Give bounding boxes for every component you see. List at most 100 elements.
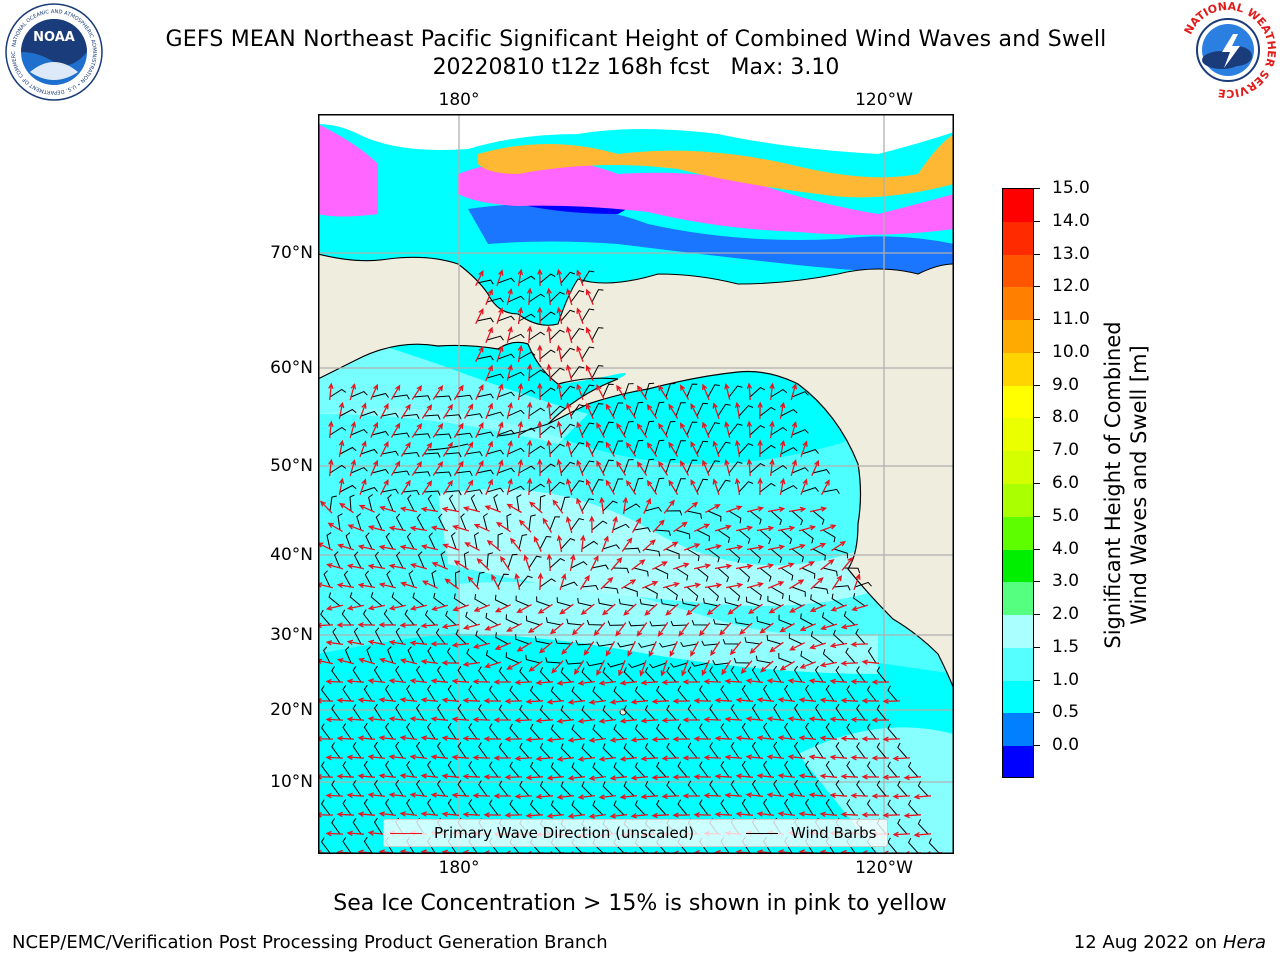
wave-direction-arrow [338, 439, 345, 458]
colorbar-segment [1003, 418, 1033, 452]
wave-direction-arrow [651, 774, 670, 781]
wind-barb [800, 613, 814, 626]
wave-direction-arrow [757, 477, 763, 496]
wave-direction-arrow [622, 496, 629, 515]
lon-label-bottom-180: 180° [438, 858, 480, 878]
wave-direction-arrow [367, 754, 386, 760]
wave-direction-arrow [514, 793, 533, 800]
wave-direction-arrow [496, 269, 504, 287]
wave-direction-arrow [800, 478, 808, 496]
wave-direction-arrow [411, 384, 423, 400]
wind-barb [356, 513, 362, 531]
wave-direction-arrow [714, 735, 733, 742]
wind-barb [822, 567, 838, 577]
wave-direction-arrow [388, 792, 407, 798]
wind-barb [814, 779, 824, 797]
wind-barb-legend-label: Wind Barbs [791, 824, 877, 842]
wave-direction-arrow [399, 773, 418, 779]
wave-direction-arrow [631, 559, 646, 571]
wave-direction-arrow [661, 717, 680, 724]
wind-barb [666, 704, 677, 721]
wind-barb [447, 722, 457, 740]
wind-barb [353, 551, 362, 569]
wind-barb [434, 471, 452, 477]
coastline-alaska [547, 370, 954, 690]
wave-direction-arrow [546, 439, 552, 458]
wave-direction-arrow [357, 811, 376, 817]
wave-direction-arrow [526, 287, 533, 306]
wave-direction-arrow [537, 268, 543, 287]
colorbar-tick-label: 0.5 [1052, 702, 1080, 723]
wave-direction-arrow [683, 582, 702, 589]
wind-barb [887, 799, 898, 816]
wind-barb [623, 383, 634, 398]
wind-barb [571, 762, 583, 778]
wind-barb [720, 799, 730, 816]
wind-barb [887, 685, 898, 702]
wind-barb [866, 685, 877, 702]
wind-barb [623, 547, 641, 553]
wind-barb [586, 661, 604, 667]
wave-direction-arrow [472, 716, 491, 723]
wave-direction-arrow [506, 477, 513, 496]
wave-direction-arrow [506, 363, 513, 382]
wind-barb [866, 761, 877, 778]
wind-barb [528, 445, 545, 455]
wave-direction-arrow [605, 479, 616, 495]
wind-barb [329, 388, 347, 398]
wave-direction-arrow [420, 622, 439, 629]
wind-barb [897, 818, 908, 835]
wind-barb [426, 798, 436, 816]
wave-direction-arrow [850, 678, 869, 685]
wave-direction-arrow [475, 345, 484, 362]
wave-direction-arrow [663, 499, 675, 514]
wind-barb [488, 723, 499, 740]
wind-barb [602, 544, 620, 550]
wind-barb [675, 440, 686, 455]
wave-direction-arrow [390, 422, 401, 438]
wave-direction-arrow [556, 680, 575, 686]
wind-barb [387, 494, 394, 512]
wave-direction-arrow [840, 697, 859, 704]
wind-barb [497, 353, 515, 360]
wave-direction-arrow [556, 382, 563, 401]
wind-barb [687, 704, 698, 721]
wind-barb [413, 395, 431, 401]
wave-direction-arrow [609, 813, 628, 819]
wave-direction-arrow [495, 521, 511, 533]
wave-direction-arrow [514, 755, 533, 762]
wave-direction-arrow [710, 641, 721, 657]
wave-direction-arrow [357, 697, 376, 703]
wind-barb [427, 646, 436, 664]
wave-direction-arrow [379, 657, 397, 665]
wave-direction-arrow [714, 773, 733, 780]
wind-barb [741, 798, 751, 816]
wind-barb [331, 666, 341, 683]
wind-barb [465, 413, 483, 419]
wind-barb [591, 327, 604, 341]
wind-barb [762, 798, 772, 816]
wind-barb [476, 469, 494, 475]
wave-direction-arrow [420, 658, 439, 665]
wave-direction-arrow [819, 773, 838, 779]
wind-barb [519, 704, 530, 721]
wave-direction-arrow [683, 543, 701, 551]
wave-direction-arrow [346, 716, 365, 723]
wave-direction-arrow [756, 697, 775, 703]
wind-barb [749, 586, 762, 601]
wave-direction-arrow [640, 717, 659, 724]
chart-subtitle: 20220810 t12z 168h fcst Max: 3.10 [0, 54, 1272, 81]
wave-direction-arrow [746, 544, 765, 551]
wave-direction-arrow [576, 269, 584, 287]
colorbar-tick-label: 1.5 [1052, 636, 1080, 657]
colorbar-segment [1003, 385, 1033, 420]
wave-direction-arrow [346, 563, 365, 570]
wave-direction-arrow [390, 460, 401, 476]
wind-barb [549, 516, 560, 531]
wave-direction-arrow [537, 344, 543, 363]
wave-direction-arrow [452, 604, 470, 612]
colorbar-tick-mark [1034, 384, 1040, 386]
wave-direction-arrow [485, 440, 493, 458]
wave-direction-arrow [484, 505, 502, 513]
wave-direction-arrow [367, 639, 386, 646]
